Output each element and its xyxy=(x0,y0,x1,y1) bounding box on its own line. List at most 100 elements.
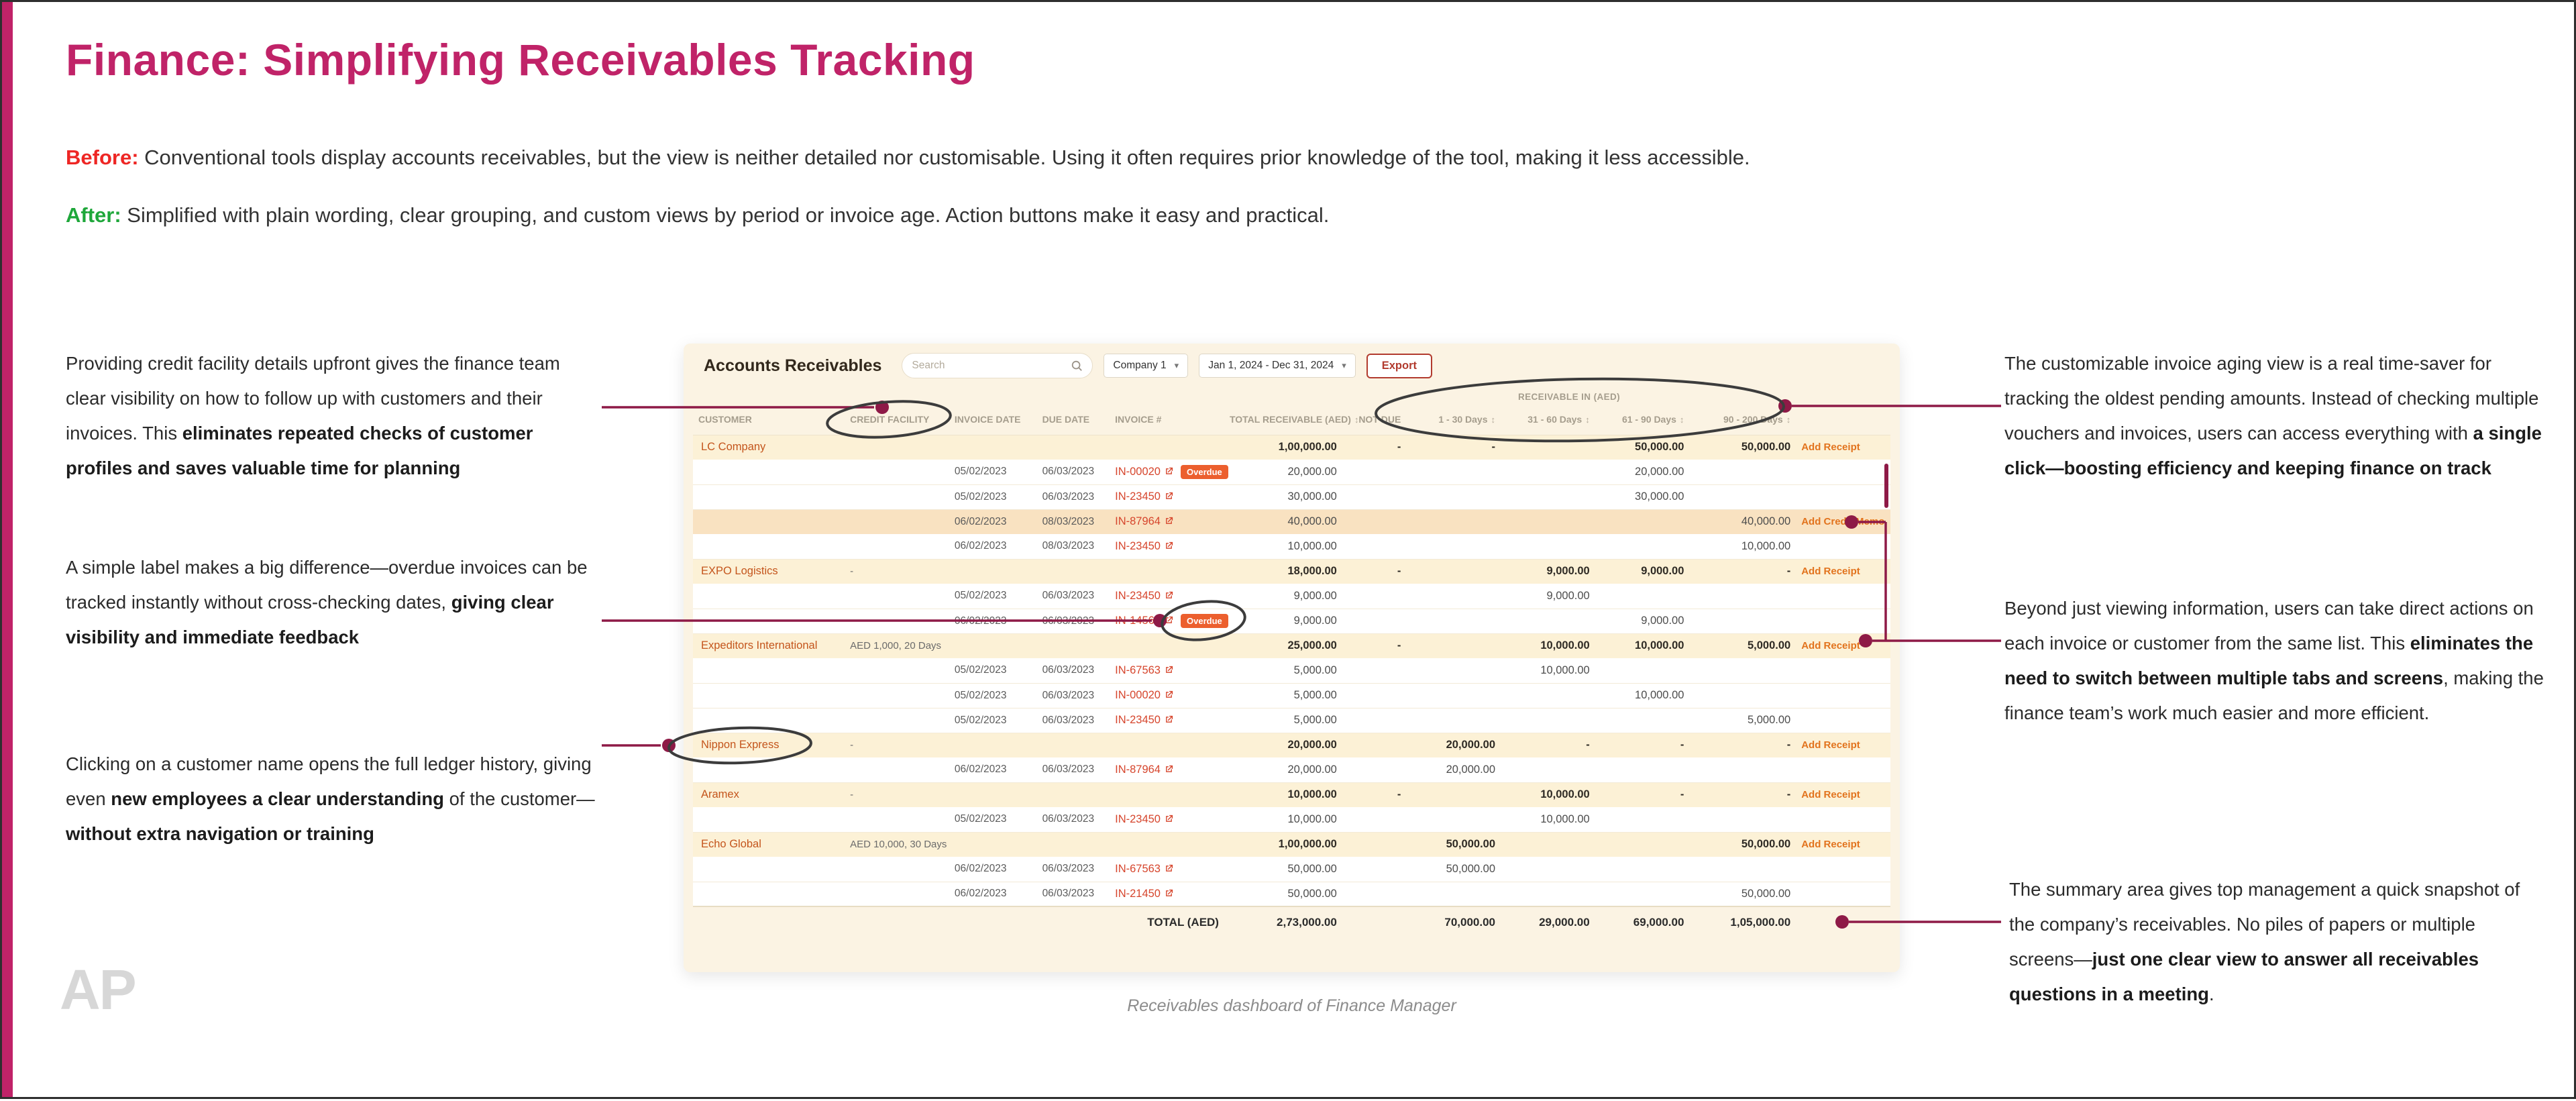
customer-link[interactable]: Nippon Express xyxy=(701,739,780,751)
customer-cell: Aramex xyxy=(693,782,845,807)
annotation-text: eliminates repeated checks of customer p… xyxy=(66,423,533,478)
add-receipt-link[interactable]: Add Receipt xyxy=(1801,739,1860,751)
invoice-link[interactable]: IN-67563 xyxy=(1115,863,1174,875)
aging-bucket-cell-0 xyxy=(1342,584,1406,609)
aging-bucket-cell-1: - xyxy=(1491,441,1496,454)
invoice-date-cell xyxy=(949,782,1037,807)
due-date-cell: 06/03/2023 xyxy=(1042,888,1095,900)
credit-facility-cell: AED 1,000, 20 Days xyxy=(850,640,942,652)
customer-group-row: Nippon Express -20,000.00 20,000.00- - - Add … xyxy=(693,733,1890,757)
due-date-cell: 06/03/2023 xyxy=(1042,590,1095,602)
sort-icon[interactable]: ↕ xyxy=(1786,414,1791,425)
credit-facility-cell xyxy=(845,609,949,633)
search-input[interactable] xyxy=(912,360,1071,372)
invoice-link[interactable]: IN-23450 xyxy=(1115,714,1174,726)
external-link-icon xyxy=(1166,591,1173,598)
aging-bucket-cell-1 xyxy=(1406,708,1501,733)
external-link-icon xyxy=(1166,616,1173,623)
invoice-link[interactable]: IN-67563 xyxy=(1115,664,1174,676)
aging-bucket-cell-1 xyxy=(1406,484,1501,509)
action-cell xyxy=(1796,807,1890,832)
column-label: TOTAL RECEIVABLE (AED) xyxy=(1229,413,1351,425)
add-receipt-link[interactable]: Add Receipt xyxy=(1801,640,1860,652)
invoice-link[interactable]: IN-23450 xyxy=(1115,540,1174,552)
column-header-61-90-days[interactable]: 61 - 90 Days ↕ xyxy=(1595,404,1690,435)
aging-bucket-cell-2: - xyxy=(1586,739,1590,751)
add-credit-memo-link[interactable]: Add Credit Memo xyxy=(1801,516,1885,528)
invoice-number-cell xyxy=(1110,559,1224,584)
column-header-total-receivable-aed[interactable]: TOTAL RECEIVABLE (AED) ↕ xyxy=(1224,404,1358,435)
invoice-row: 06/02/2023 06/03/2023 IN-67563 50,000.00 50,… xyxy=(693,857,1890,882)
column-header-invoice: INVOICE # xyxy=(1110,404,1224,435)
invoice-link[interactable]: IN-23450 xyxy=(1115,590,1174,602)
aging-bucket-cell-4 xyxy=(1689,807,1796,832)
external-link-icon xyxy=(1166,889,1173,896)
add-receipt-link[interactable]: Add Receipt xyxy=(1801,789,1860,801)
invoice-link[interactable]: IN-21450 xyxy=(1115,888,1174,900)
search-input-container[interactable] xyxy=(902,353,1093,378)
add-receipt-link[interactable]: Add Receipt xyxy=(1801,566,1860,578)
customer-link[interactable]: LC Company xyxy=(701,441,766,454)
credit-facility-cell xyxy=(845,658,949,683)
sort-icon[interactable]: ↕ xyxy=(1354,414,1359,425)
invoice-row: 05/02/2023 06/03/2023 IN-23450 30,000.00 30,… xyxy=(693,484,1890,509)
date-range-value: Jan 1, 2024 - Dec 31, 2024 xyxy=(1208,360,1334,371)
customer-cell xyxy=(693,484,845,509)
invoice-row: 06/02/2023 08/03/2023 IN-23450 10,000.00 10,… xyxy=(693,534,1890,559)
aging-bucket-cell-0 xyxy=(1342,658,1406,683)
date-range-select[interactable]: Jan 1, 2024 - Dec 31, 2024 ▾ xyxy=(1199,354,1356,378)
total-receivable-cell: 9,000.00 xyxy=(1293,589,1337,602)
aging-bucket-cell-1 xyxy=(1406,683,1501,708)
add-receipt-link[interactable]: Add Receipt xyxy=(1801,839,1860,851)
external-link-icon xyxy=(1166,541,1173,549)
invoice-row: 06/02/2023 06/03/2023 IN-14563 Overdue 9,000… xyxy=(693,609,1890,633)
invoice-date-cell: 06/02/2023 xyxy=(954,615,1007,627)
aging-bucket-cell-4: 50,000.00 xyxy=(1741,838,1791,851)
invoice-date-cell xyxy=(949,633,1037,658)
column-header-90-200-days[interactable]: 90 - 200 Days ↕ xyxy=(1689,404,1796,435)
column-header-31-60-days[interactable]: 31 - 60 Days ↕ xyxy=(1501,404,1595,435)
customer-cell xyxy=(693,757,845,782)
sort-icon[interactable]: ↕ xyxy=(1585,414,1590,425)
customer-cell xyxy=(693,708,845,733)
aging-bucket-cell-3: 9,000.00 xyxy=(1641,615,1684,627)
sort-icon[interactable]: ↕ xyxy=(1491,414,1496,425)
add-receipt-link[interactable]: Add Receipt xyxy=(1801,441,1860,454)
action-cell xyxy=(1796,609,1890,633)
customer-link[interactable]: Aramex xyxy=(701,788,739,801)
invoice-link[interactable]: IN-00020 xyxy=(1115,689,1174,701)
invoice-number-cell xyxy=(1110,832,1224,857)
invoice-link[interactable]: IN-87964 xyxy=(1115,515,1174,527)
export-button[interactable]: Export xyxy=(1366,353,1432,378)
invoice-link[interactable]: IN-87964 xyxy=(1115,764,1174,776)
invoice-date-cell xyxy=(949,435,1037,460)
aging-bucket-cell-2 xyxy=(1501,857,1595,882)
action-cell xyxy=(1796,857,1890,882)
column-label: INVOICE # xyxy=(1115,413,1162,425)
sort-icon[interactable]: ↕ xyxy=(1679,414,1684,425)
customer-cell xyxy=(693,534,845,559)
aging-bucket-cell-0 xyxy=(1342,882,1406,906)
invoice-number-cell: IN-23450 xyxy=(1110,534,1224,559)
customer-link[interactable]: EXPO Logistics xyxy=(701,565,778,578)
credit-facility-cell xyxy=(845,509,949,534)
column-label: 61 - 90 Days xyxy=(1621,413,1676,425)
annotation-left-2: A simple label makes a big difference—ov… xyxy=(66,550,602,655)
invoice-date-cell: 05/02/2023 xyxy=(954,490,1007,503)
due-date-cell xyxy=(1037,782,1110,807)
invoice-link[interactable]: IN-14563 xyxy=(1115,615,1174,627)
invoice-row: 06/02/2023 06/03/2023 IN-87964 20,000.00 20,… xyxy=(693,757,1890,782)
customer-link[interactable]: Echo Global xyxy=(701,838,761,851)
customer-link[interactable]: Expeditors International xyxy=(701,639,818,652)
column-header-1-30-days[interactable]: 1 - 30 Days ↕ xyxy=(1406,404,1501,435)
due-date-cell: 06/03/2023 xyxy=(1042,689,1095,701)
invoice-link[interactable]: IN-23450 xyxy=(1115,813,1174,825)
invoice-link[interactable]: IN-23450 xyxy=(1115,490,1174,503)
group-header-spacer xyxy=(1796,386,1890,404)
aging-bucket-cell-3: 9,000.00 xyxy=(1641,565,1684,578)
customer-group-row: EXPO Logistics - 18,000.00 - 9,000.00 9,000.0… xyxy=(693,559,1890,584)
invoice-link[interactable]: IN-00020 xyxy=(1115,466,1174,478)
aging-bucket-cell-4 xyxy=(1689,609,1796,633)
company-select[interactable]: Company 1 ▾ xyxy=(1104,354,1189,378)
credit-facility-cell xyxy=(845,708,949,733)
